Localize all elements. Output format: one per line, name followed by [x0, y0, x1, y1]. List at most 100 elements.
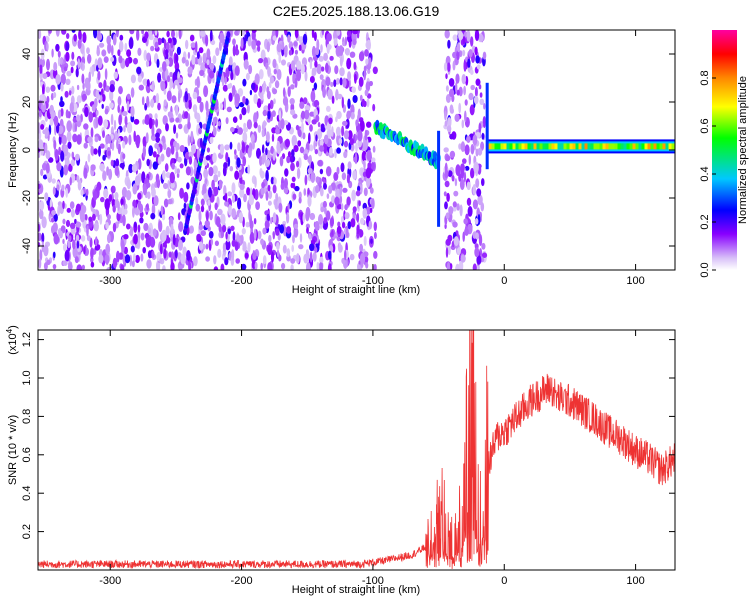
heatmap-noise-blob: [209, 62, 215, 70]
heatmap-noise-blob: [458, 143, 462, 150]
heatmap-noise-blob: [468, 154, 471, 166]
heatmap-band-cell: [488, 143, 492, 150]
heatmap-noise-blob: [200, 205, 205, 213]
heatmap-noise-blob: [261, 181, 265, 189]
heatmap-noise-blob: [309, 243, 315, 252]
heatmap-noise-blob: [317, 121, 321, 128]
heatmap-noise-blob: [366, 98, 370, 108]
heatmap-marks: [38, 30, 675, 270]
heatmap-noise-blob: [142, 119, 145, 125]
heatmap-noise-blob: [88, 216, 93, 222]
heatmap-noise-blob: [298, 197, 302, 204]
heatmap-noise-blob: [270, 217, 273, 225]
heatmap-band-cell: [671, 143, 675, 150]
heatmap-noise-blob: [162, 115, 168, 126]
heatmap-noise-blob: [293, 41, 298, 47]
heatmap-noise-blob: [117, 143, 121, 155]
heatmap-noise-blob: [79, 210, 86, 223]
heatmap-noise-blob: [309, 251, 313, 263]
heatmap-noise-blob: [212, 126, 217, 137]
heatmap-noise-blob: [291, 176, 296, 182]
heatmap-noise-blob: [109, 84, 115, 93]
heatmap-noise-blob: [461, 119, 465, 129]
heatmap-noise-blob: [464, 227, 469, 236]
heatmap-noise-blob: [230, 225, 235, 231]
heatmap-noise-blob: [370, 238, 373, 244]
colorbar-label: Normalized spectral amplitude: [737, 76, 749, 224]
heatmap-noise-blob: [247, 147, 252, 158]
heatmap-noise-blob: [317, 159, 323, 167]
heatmap-noise-blob: [55, 30, 60, 37]
heatmap-noise-blob: [231, 239, 236, 247]
heatmap-noise-blob: [165, 225, 170, 236]
heatmap-noise-blob: [103, 188, 109, 199]
heatmap-noise-blob: [187, 66, 193, 75]
heatmap-noise-blob: [71, 51, 75, 60]
heatmap-noise-blob: [304, 105, 311, 111]
heatmap-noise-blob: [327, 263, 332, 270]
heatmap-noise-blob: [60, 82, 64, 92]
heatmap-noise-blob: [264, 220, 270, 229]
heatmap-noise-blob: [99, 213, 103, 225]
heatmap-noise-blob: [463, 60, 467, 72]
heatmap-noise-blob: [247, 36, 252, 47]
heatmap-noise-blob: [446, 262, 451, 270]
heatmap-noise-blob: [231, 249, 235, 261]
heatmap-noise-blob: [292, 193, 297, 200]
heatmap-band-cell: [620, 143, 624, 150]
heatmap-band-cell: [611, 143, 615, 150]
heatmap-noise-blob: [269, 76, 275, 84]
heatmap-noise-blob: [42, 162, 47, 171]
heatmap-noise-blob: [252, 140, 255, 150]
heatmap-noise-blob: [222, 242, 226, 253]
heatmap-noise-blob: [130, 105, 135, 118]
heatmap-noise-blob: [189, 34, 195, 42]
heatmap-noise-blob: [235, 44, 238, 51]
heatmap-noise-blob: [146, 259, 152, 269]
heatmap-noise-blob: [122, 141, 126, 149]
heatmap-noise-blob: [140, 232, 145, 241]
heatmap-noise-blob: [66, 207, 72, 213]
heatmap-noise-blob: [98, 42, 105, 48]
heatmap-noise-blob: [209, 210, 213, 221]
heatmap-spike: [437, 130, 441, 227]
heatmap-noise-blob: [66, 131, 72, 142]
heatmap-noise-blob: [76, 134, 82, 145]
heatmap-noise-blob: [472, 134, 478, 146]
heatmap-noise-blob: [76, 175, 80, 183]
heatmap-noise-blob: [185, 39, 189, 50]
heatmap-noise-blob: [76, 240, 80, 249]
heatmap-noise-blob: [112, 204, 116, 213]
heatmap-noise-blob: [457, 246, 461, 255]
heatmap-noise-blob: [142, 78, 148, 86]
heatmap-y-ticks: -40 -20 0 20 40: [21, 48, 675, 254]
heatmap-noise-blob: [83, 123, 89, 130]
heatmap-band-cell: [530, 143, 534, 150]
heatmap-noise-blob: [126, 93, 131, 100]
heatmap-noise-blob: [276, 69, 282, 81]
heatmap-band-cell: [575, 143, 579, 150]
heatmap-band-cell: [557, 143, 561, 150]
chart-title: C2E5.2025.188.13.06.G19: [273, 3, 440, 19]
heatmap-noise-blob: [363, 68, 367, 81]
heatmap-noise-blob: [310, 172, 316, 183]
heatmap-noise-blob: [84, 106, 89, 118]
heatmap-band-cell: [596, 143, 600, 150]
heatmap-noise-blob: [83, 167, 88, 179]
heatmap-noise-blob: [453, 236, 459, 247]
heatmap-noise-blob: [81, 264, 85, 270]
heatmap-noise-blob: [198, 210, 202, 223]
heatmap-noise-blob: [225, 117, 229, 125]
heatmap-noise-blob: [68, 90, 72, 96]
snr-y-tick-label: 0.8: [21, 409, 33, 424]
heatmap-noise-blob: [470, 167, 475, 179]
heatmap-noise-blob: [313, 140, 316, 151]
heatmap-noise-blob: [460, 141, 466, 153]
heatmap-noise-blob: [76, 114, 81, 122]
heatmap-noise-blob: [271, 133, 275, 142]
heatmap-band-cell: [653, 143, 657, 150]
heatmap-noise-blob: [323, 52, 328, 62]
heatmap-noise-blob: [53, 115, 59, 127]
heatmap-noise-blob: [278, 202, 283, 213]
heatmap-noise-blob: [359, 243, 363, 253]
